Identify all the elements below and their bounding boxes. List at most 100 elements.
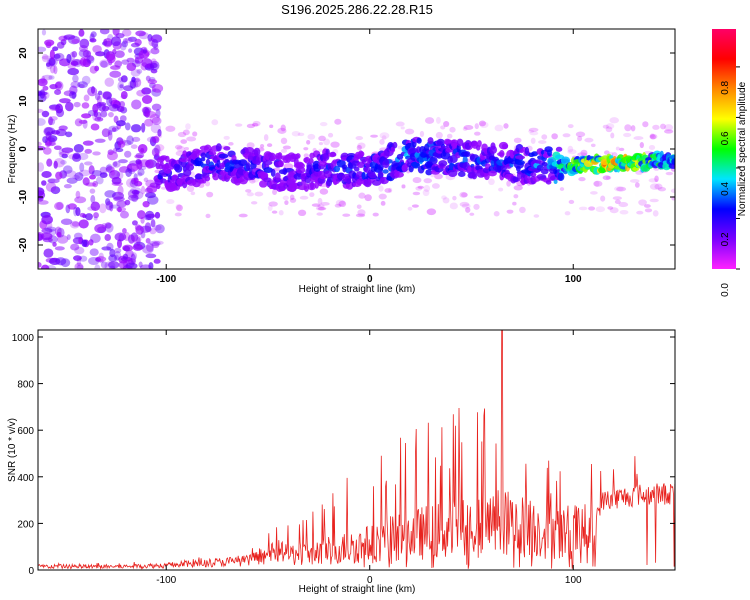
spectrogram-cell [54,246,65,251]
spectrogram-cell [55,128,67,137]
spectrogram-cell [614,186,624,192]
spectrogram-cell [289,197,297,203]
spectrogram-cell [65,101,74,112]
spectrogram-cell [440,125,446,130]
spectrogram-cell [108,112,114,118]
spectrogram-x-tick-label: 100 [565,274,582,285]
spectrogram-cell [588,206,596,211]
spectrogram-cell [82,58,91,68]
spectrogram-cell [135,225,144,235]
spectrogram-cell [277,127,287,134]
spectrogram-x-tick-label: 0 [367,274,373,285]
spectrogram-cell [384,158,389,166]
spectrogram-cell [515,165,521,172]
spectrogram-cell [73,101,81,108]
spectrogram-cell [186,185,195,192]
spectrogram-cell [130,144,138,149]
spectrogram-cell [382,169,389,174]
spectrogram-cell [101,105,110,112]
spectrogram-cell [449,202,458,210]
spectrogram-cell [180,139,188,144]
spectrogram-cell [150,47,160,55]
spectrogram-cell [159,161,164,167]
spectrogram-cell [148,262,154,269]
spectrogram-cell [110,36,122,47]
spectrogram-cell [117,140,126,148]
spectrogram-cell [434,173,443,180]
spectrogram-cell [553,179,558,185]
spectrogram-cell [166,199,175,205]
spectrogram-cell [456,138,464,147]
spectrogram-cell [411,204,419,208]
spectrogram-cell [81,113,92,119]
spectrogram-cell [649,133,655,138]
spectrogram-cell [282,145,292,150]
spectrogram-cell [145,111,157,118]
spectrogram-y-ticks: 20 10 0 -10 -20 [18,47,675,252]
spectrogram-cell [83,94,90,102]
spectrogram-cell [131,99,142,110]
spectrogram-cell [120,42,127,51]
spectrogram-cell [115,120,126,127]
snr-y-tick-label: 400 [17,473,34,484]
spectrogram-x-tick-label: -100 [156,274,176,285]
spectrogram-cell [634,182,640,188]
spectrogram-cell [119,84,124,89]
spectrogram-cell [79,162,85,173]
spectrogram-cell [559,187,565,191]
spectrogram-cell [595,206,606,213]
spectrogram-cell [648,178,658,183]
spectrogram-cell [377,171,384,179]
spectrogram-cell [151,38,159,49]
spectrogram-cell [60,160,67,165]
spectrogram-cell [116,200,127,208]
spectrogram-cell [155,133,163,139]
spectrogram-cell [105,166,115,173]
spectrogram-cell [122,38,128,44]
spectrogram-cell [267,204,273,212]
spectrogram-cell [435,131,443,139]
spectrogram-cell [184,147,189,151]
spectrogram-cell [145,242,154,252]
spectrogram-cell [54,81,62,89]
spectrogram-cell [317,204,325,208]
spectrogram-cell [145,253,157,259]
spectrogram-cell [150,123,161,134]
spectrogram-cell [228,141,234,146]
spectrogram-cell [412,191,421,196]
spectrogram-cell [388,187,393,193]
spectrogram-cell [605,175,612,180]
spectrogram-cell [493,211,500,217]
spectrogram-cell [259,144,265,149]
spectrogram-cell [43,248,54,258]
spectrogram-cell [135,152,145,159]
spectrogram-cell [66,234,71,240]
spectrogram-cell [604,150,610,155]
spectrogram-cell [616,186,627,192]
spectrogram-cell [400,126,405,130]
spectrogram-cell [271,210,278,214]
spectrogram-cell [89,188,96,194]
spectrogram-cell [190,171,195,179]
spectrogram-cell [71,51,78,58]
colorbar-tick-label: 0.6 [720,131,731,145]
spectrogram-cell [530,137,536,144]
spectrogram-cell [524,146,530,156]
spectrogram-cell [208,151,217,156]
spectrogram-cell [320,201,330,206]
spectrogram-cell [612,196,622,200]
spectrogram-cell [425,169,433,176]
spectrogram-cell [664,124,673,132]
spectrogram-cell [280,137,288,145]
spectrogram-cell [530,172,537,177]
spectrogram-cell [125,37,133,44]
spectrogram-cell [82,177,90,186]
spectrogram-cell [163,165,172,174]
spectrogram-cell [609,117,620,124]
spectrogram-cell [104,190,116,198]
spectrogram-cell [41,55,53,60]
spectrogram-cell [96,176,104,185]
spectrogram-cell [92,151,101,156]
spectrogram-cell [246,123,255,129]
